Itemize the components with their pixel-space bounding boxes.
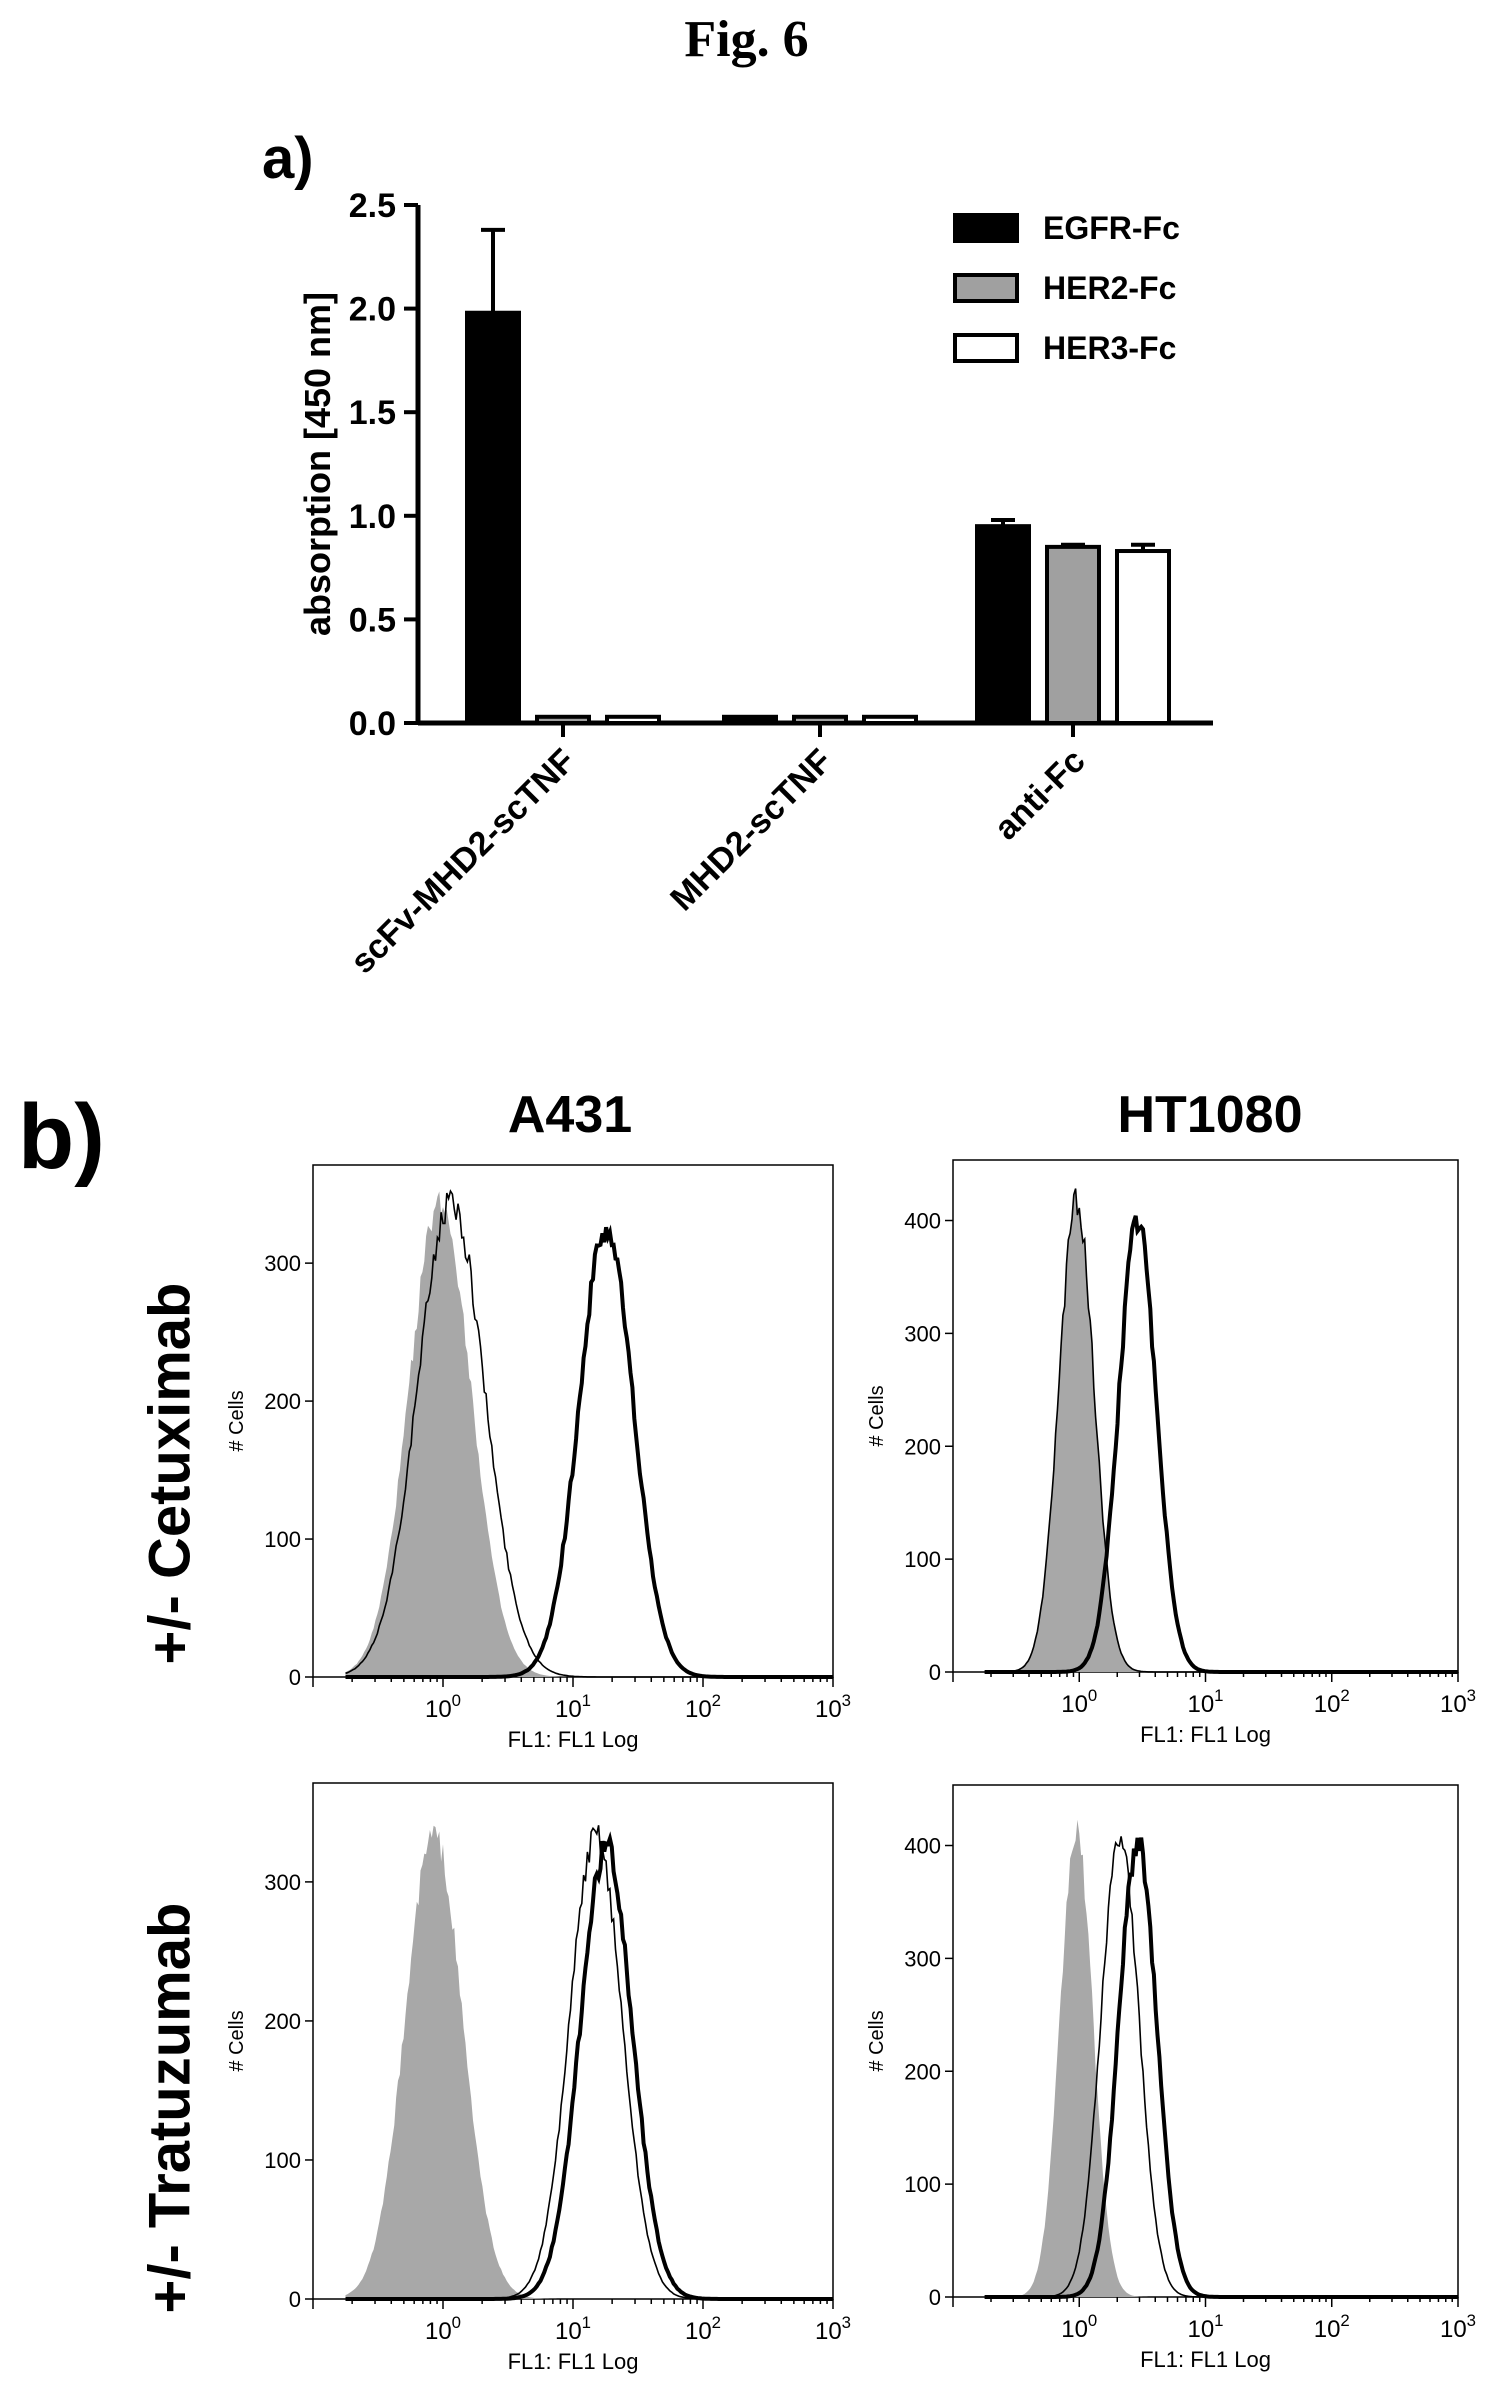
histogram-filled-curve: [984, 1819, 1458, 2297]
x-axis-label: FL1: FL1 Log: [1140, 1722, 1271, 1747]
legend-swatch: [953, 273, 1019, 303]
y-axis-label: # Cells: [866, 1385, 888, 1446]
y-axis-label: absorption [450 nm]: [297, 292, 338, 636]
histogram-panel: 0 100 200 300 400 # Cells 100 101 102 103 FL1: FL1…: [866, 1784, 1476, 2372]
y-tick-label: 2.0: [349, 291, 396, 329]
x-tick-label: 102: [1314, 2311, 1350, 2343]
histogram-panel: 0 100 200 300 # Cells 100 101 102 103 FL1: FL1 Lo…: [226, 1782, 851, 2374]
column-title-a431: A431: [507, 1086, 633, 1144]
bar-her3-fc: [862, 714, 918, 725]
y-tick-label: 200: [904, 2059, 941, 2084]
figure-title: Fig. 6: [684, 11, 809, 68]
plot-frame: [952, 1784, 1459, 2298]
x-axis-label: FL1: FL1 Log: [508, 2349, 639, 2374]
y-axis-label: # Cells: [866, 2010, 888, 2071]
y-tick-label: 100: [904, 1547, 941, 1572]
y-tick-label: 300: [904, 1321, 941, 1346]
y-tick-label: 200: [264, 2009, 301, 2034]
x-tick-label: 101: [1187, 2311, 1223, 2343]
bar-her2-fc: [1045, 544, 1101, 725]
x-tick-label: 100: [1061, 1686, 1097, 1718]
y-tick-label: 1.0: [349, 498, 396, 536]
legend-swatch: [953, 333, 1019, 363]
y-tick-label: 0: [289, 2287, 301, 2312]
x-tick-label: 103: [1440, 1686, 1476, 1718]
x-tick-label: MHD2-scTNF: [663, 742, 839, 918]
bar-her2-fc: [535, 714, 591, 725]
x-tick-label: 101: [1187, 1686, 1223, 1718]
y-tick-label: 0: [289, 1665, 301, 1690]
bar-chart: 0.0 0.5 1.0 1.5 2.0 2.5 absorption [450 nm] scF…: [297, 187, 1213, 981]
y-tick-label: 100: [904, 2172, 941, 2197]
legend-label: HER3-Fc: [1043, 330, 1176, 366]
y-tick-label: 0.0: [349, 705, 396, 743]
y-tick-label: 200: [904, 1434, 941, 1459]
histogram-thick-curve: [984, 1215, 1458, 1674]
x-tick-label: anti-Fc: [987, 742, 1093, 848]
plot-frame: [952, 1159, 1459, 1673]
y-tick-label: 300: [264, 1251, 301, 1276]
histogram-panel: 0 100 200 300 400 # Cells 100 101 102 103 FL1: FL1…: [866, 1159, 1476, 1747]
x-tick-label: 100: [425, 2313, 461, 2345]
histogram-thick-curve: [345, 1831, 833, 2301]
bar-her2-fc: [792, 714, 848, 725]
x-tick-label: 103: [815, 1691, 851, 1723]
panel-b-label: b): [18, 1086, 105, 1188]
x-tick-label: scFv-MHD2-scTNF: [343, 742, 582, 981]
x-tick-label: 101: [555, 2313, 591, 2345]
y-tick-label: 0: [929, 2285, 941, 2310]
y-tick-label: 100: [264, 2148, 301, 2173]
bar-her3-fc: [1115, 549, 1171, 725]
histogram-filled-curve: [345, 1191, 833, 1677]
y-tick-label: 0: [929, 1660, 941, 1685]
bar-egfr-fc: [975, 524, 1031, 725]
histogram-panel: 0 100 200 300 # Cells 100 101 102 103 FL1: FL1 Lo…: [226, 1164, 851, 1752]
y-tick-label: 300: [904, 1946, 941, 1971]
histogram-filled-curve: [345, 1825, 833, 2299]
y-axis-label: # Cells: [226, 2010, 248, 2071]
y-tick-label: 1.5: [349, 394, 396, 432]
y-tick-label: 200: [264, 1389, 301, 1414]
panel-a-label: a): [262, 126, 314, 191]
y-tick-label: 300: [264, 1870, 301, 1895]
histogram-thick-curve: [345, 1224, 833, 1679]
legend-label: HER2-Fc: [1043, 270, 1176, 306]
histogram-filled-curve: [984, 1188, 1458, 1672]
x-tick-label: 103: [1440, 2311, 1476, 2343]
bar-egfr-fc: [465, 310, 521, 725]
y-tick-label: 400: [904, 1834, 941, 1859]
column-title-ht1080: HT1080: [1117, 1086, 1303, 1144]
histogram-thick-curve: [984, 1837, 1458, 2299]
x-tick-label: 102: [685, 1691, 721, 1723]
y-tick-label: 2.5: [349, 187, 396, 225]
x-tick-label: 100: [1061, 2311, 1097, 2343]
x-tick-label: 102: [1314, 1686, 1350, 1718]
legend-label: EGFR-Fc: [1043, 210, 1180, 246]
y-tick-label: 400: [904, 1209, 941, 1234]
x-axis-label: FL1: FL1 Log: [1140, 2347, 1271, 2372]
y-axis-label: # Cells: [226, 1390, 248, 1451]
x-tick-label: 103: [815, 2313, 851, 2345]
bar-her3-fc: [605, 714, 661, 725]
bar-egfr-fc: [722, 714, 778, 725]
x-axis-label: FL1: FL1 Log: [508, 1727, 639, 1752]
x-tick-label: 101: [555, 1691, 591, 1723]
x-tick-label: 102: [685, 2313, 721, 2345]
legend-swatch: [953, 213, 1019, 243]
x-tick-label: 100: [425, 1691, 461, 1723]
y-tick-label: 100: [264, 1527, 301, 1552]
y-tick-label: 0.5: [349, 601, 396, 639]
